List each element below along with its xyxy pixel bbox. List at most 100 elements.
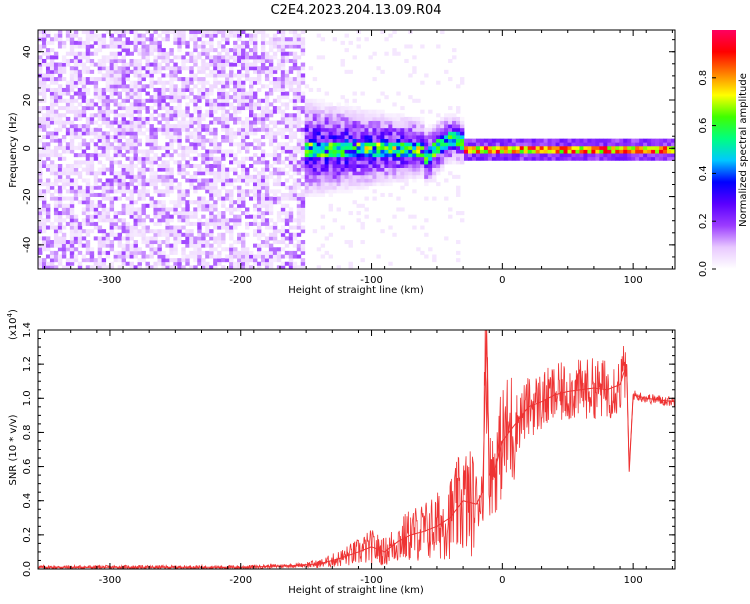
spectrogram-cell bbox=[213, 138, 218, 143]
spectrogram-cell bbox=[149, 127, 154, 132]
spectrogram-cell bbox=[41, 182, 47, 187]
spectrogram-cell bbox=[420, 149, 425, 154]
spectrogram-cell bbox=[205, 51, 210, 56]
spectrogram-cell bbox=[125, 232, 130, 237]
spectrogram-cell bbox=[392, 102, 397, 107]
spectrogram-cell bbox=[121, 192, 126, 197]
spectrogram-cell bbox=[197, 131, 202, 136]
spectrogram-cell bbox=[57, 87, 63, 92]
spectrogram-cell bbox=[225, 196, 230, 201]
spectrogram-cell bbox=[396, 138, 401, 143]
spectrogram-cell bbox=[161, 131, 166, 136]
spectrogram-cell bbox=[173, 211, 178, 216]
spectrogram-cell bbox=[260, 214, 266, 219]
spectrogram-cell bbox=[272, 37, 278, 42]
spectrogram-cell bbox=[428, 127, 433, 132]
spectrogram-cell bbox=[241, 127, 246, 132]
spectrogram-cell bbox=[157, 127, 162, 132]
spectrogram-cell bbox=[61, 171, 67, 176]
spectrogram-cell bbox=[264, 225, 270, 230]
spectrogram-cell bbox=[356, 135, 361, 140]
spectrogram-cell bbox=[81, 87, 87, 92]
spectrogram-cell bbox=[428, 247, 433, 252]
spectrogram-cell bbox=[245, 167, 250, 172]
spectrogram-cell bbox=[571, 142, 576, 147]
spectrogram-cell bbox=[161, 265, 166, 269]
spectrogram-cell bbox=[137, 221, 142, 226]
spectrogram-cell bbox=[97, 37, 103, 42]
spectrogram-cell bbox=[288, 77, 294, 82]
spectrogram-cell bbox=[38, 207, 43, 212]
spectrogram-cell bbox=[57, 254, 63, 259]
spectrogram-cell bbox=[260, 51, 266, 56]
spectrogram-cell bbox=[117, 80, 123, 85]
spectrogram-cell bbox=[229, 265, 234, 269]
spectrogram-cell bbox=[280, 211, 286, 216]
spectrogram-cell bbox=[53, 66, 59, 71]
spectrogram-cell bbox=[77, 113, 83, 118]
spectrogram-cell bbox=[77, 163, 83, 168]
spectrogram-cell bbox=[81, 142, 87, 147]
spectrogram-cell bbox=[611, 138, 616, 143]
spectrogram-cell bbox=[125, 182, 130, 187]
spectrogram-cell bbox=[436, 135, 441, 140]
spectrogram-cell bbox=[65, 145, 71, 150]
spectrogram-cell bbox=[360, 171, 365, 176]
spectrogram-cell bbox=[205, 124, 210, 129]
spectrogram-cell bbox=[137, 91, 142, 96]
spectrogram-cell bbox=[312, 138, 318, 143]
spectrogram-cell bbox=[280, 240, 286, 245]
spectrogram-cell bbox=[141, 225, 146, 230]
spectrogram-cell bbox=[416, 124, 421, 129]
spectrogram-cell bbox=[452, 153, 457, 158]
spectrogram-cell bbox=[276, 171, 282, 176]
spectrogram-cell bbox=[177, 109, 182, 114]
spectrogram-cell bbox=[153, 40, 158, 45]
spectrogram-cell bbox=[121, 116, 126, 121]
spectrogram-cell bbox=[440, 131, 445, 136]
spectrogram-cell bbox=[213, 214, 218, 219]
y-tick-label: 1.2 bbox=[22, 356, 33, 372]
spectrogram-cell bbox=[332, 138, 337, 143]
spectrogram-cell bbox=[177, 211, 182, 216]
y-tick-label: 0.8 bbox=[22, 424, 33, 440]
spectrogram-cell bbox=[388, 156, 393, 161]
spectrogram-cell bbox=[213, 203, 218, 208]
spectrogram-cell bbox=[420, 225, 425, 230]
spectrogram-cell bbox=[260, 258, 266, 263]
spectrogram-cell bbox=[193, 236, 198, 241]
spectrogram-cell bbox=[225, 218, 230, 223]
spectrogram-cell bbox=[213, 236, 218, 241]
spectrogram-cell bbox=[65, 109, 71, 114]
figure-title: C2E4.2023.204.13.09.R04 bbox=[270, 3, 441, 18]
spectrogram-cell bbox=[137, 48, 142, 53]
spectrogram-cell bbox=[57, 247, 63, 252]
spectrogram-cell bbox=[260, 142, 266, 147]
spectrogram-cell bbox=[272, 98, 278, 103]
spectrogram-cell bbox=[161, 214, 166, 219]
spectrogram-cell bbox=[117, 124, 123, 129]
spectrogram-cell bbox=[201, 185, 206, 190]
spectrogram-cell bbox=[217, 58, 222, 63]
spectrogram-cell bbox=[157, 261, 162, 266]
spectrogram-cell bbox=[73, 80, 79, 85]
spectrogram-cell bbox=[280, 182, 286, 187]
spectrogram-cell bbox=[284, 77, 290, 82]
spectrogram-cell bbox=[77, 37, 83, 42]
spectrogram-cell bbox=[360, 163, 365, 168]
spectrogram-cell bbox=[404, 174, 409, 179]
spectrogram-cell bbox=[276, 160, 282, 165]
spectrogram-cell bbox=[101, 265, 107, 269]
spectrogram-cell bbox=[49, 138, 55, 143]
spectrogram-cell bbox=[292, 62, 298, 67]
spectrogram-cell bbox=[360, 109, 365, 114]
spectrogram-cell bbox=[217, 55, 222, 60]
spectrogram-cell bbox=[456, 192, 461, 197]
spectrogram-cell bbox=[41, 145, 47, 150]
spectrogram-cell bbox=[65, 247, 71, 252]
spectrogram-cell bbox=[173, 261, 178, 266]
spectrogram-cell bbox=[205, 185, 210, 190]
spectrogram-cell bbox=[559, 138, 564, 143]
spectrogram-cell bbox=[225, 73, 230, 78]
spectrogram-cell bbox=[69, 109, 75, 114]
